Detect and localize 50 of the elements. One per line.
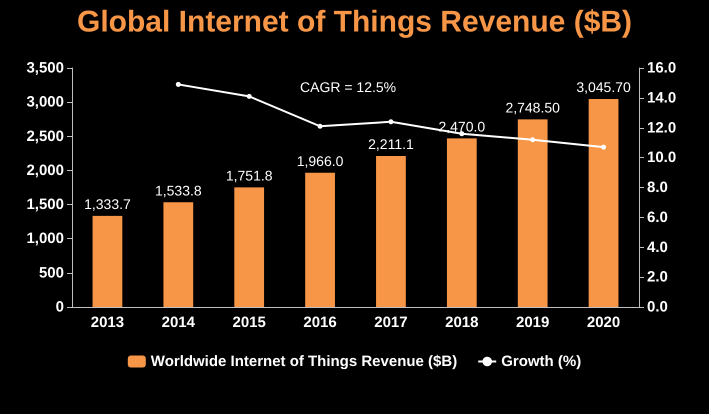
x-tick-label: 2020 — [586, 314, 620, 331]
y-tick-label: 0 — [56, 298, 64, 316]
legend-label: Worldwide Internet of Things Revenue ($B) — [150, 353, 458, 370]
bar — [234, 187, 264, 307]
x-tick-label: 2015 — [232, 314, 266, 331]
y2-tick-label: 12.0 — [647, 119, 676, 136]
y2-tick-label: 6.0 — [647, 208, 668, 226]
point — [246, 94, 252, 99]
data-label: 3,045.70 — [576, 79, 632, 96]
point — [176, 82, 181, 87]
bar — [305, 172, 335, 307]
y2-tick-label: 16.0 — [647, 60, 676, 76]
data-label: 1,533.8 — [154, 182, 202, 198]
x-tick-label: 2019 — [516, 314, 550, 331]
text: 1,500 — [26, 196, 64, 214]
bar — [376, 156, 406, 307]
point — [601, 144, 606, 150]
x-tick-label: 2016 — [303, 314, 337, 331]
data-label: 1,333.7 — [84, 196, 131, 212]
x-tick-label: 2017 — [374, 314, 408, 331]
legend-label: Growth (%) — [501, 353, 582, 370]
text: 3,500 — [26, 60, 64, 76]
data-label: 2,211.1 — [368, 136, 414, 152]
bar — [588, 99, 618, 307]
y2-tick-label: 2.0 — [647, 268, 668, 286]
bar — [92, 216, 122, 307]
y2-tick-label: 10.0 — [647, 149, 676, 166]
bar — [163, 202, 194, 307]
y2-tick-label: 8.0 — [647, 179, 668, 196]
data-label: 1,966.0 — [296, 152, 344, 169]
bar — [446, 138, 477, 307]
y2-tick-label: 4.0 — [647, 238, 668, 256]
point — [318, 124, 323, 129]
text: 1,000 — [26, 230, 64, 248]
x-tick-label: 2013 — [90, 314, 124, 331]
chart-title: Global Internet of Things Revenue ($B) — [76, 6, 632, 38]
point — [388, 119, 394, 124]
data-label: 2,748.50 — [505, 99, 560, 116]
y2-tick-label: 0.0 — [647, 298, 668, 316]
y2-tick-label: 14.0 — [647, 89, 676, 106]
text: 3,000 — [26, 94, 64, 111]
bar — [518, 119, 548, 307]
annotation: CAGR = 12.5% — [300, 79, 396, 95]
point — [530, 137, 536, 142]
x-tick-label: 2014 — [162, 314, 196, 331]
data-label: 1,751.8 — [226, 167, 273, 184]
text: 2,500 — [26, 128, 64, 145]
text: 2,000 — [26, 162, 64, 179]
x-tick-label: 2018 — [445, 314, 478, 331]
y-tick-label: 500 — [38, 264, 64, 282]
